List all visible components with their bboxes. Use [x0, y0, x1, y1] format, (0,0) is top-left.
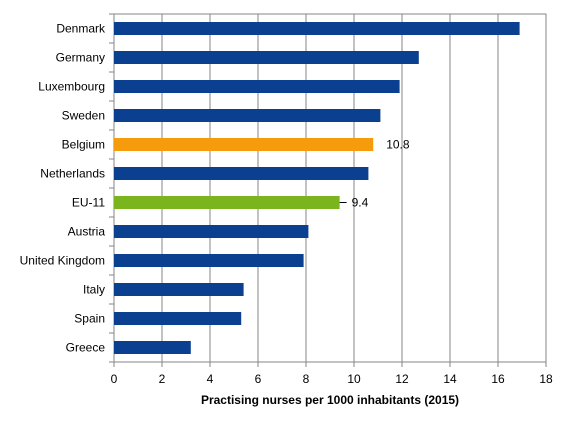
- bar: [114, 341, 191, 354]
- x-tick-label: 14: [443, 372, 457, 386]
- gridlines: [113, 14, 547, 367]
- bar: [114, 22, 520, 35]
- category-label: Luxembourg: [38, 80, 105, 94]
- category-label: Italy: [83, 283, 105, 297]
- x-tick-label: 8: [303, 372, 310, 386]
- category-label: Sweden: [62, 109, 105, 123]
- bars: [109, 13, 520, 363]
- category-label: Spain: [74, 312, 105, 326]
- x-tick-label: 18: [539, 372, 553, 386]
- x-tick-label: 4: [207, 372, 214, 386]
- category-label: Germany: [56, 51, 105, 65]
- value-axis-tick-labels: 0 2 4 6 8 10 12 14 16 18: [111, 372, 553, 386]
- x-tick-label: 2: [159, 372, 166, 386]
- data-label: 9.4: [352, 196, 369, 210]
- bar: [114, 254, 304, 267]
- category-label: EU-11: [72, 196, 105, 210]
- category-label: Belgium: [62, 138, 105, 152]
- x-tick-label: 12: [395, 372, 409, 386]
- bar: [114, 51, 419, 64]
- bar: [114, 312, 242, 325]
- plot-area: [113, 13, 547, 363]
- x-tick-label: 6: [255, 372, 262, 386]
- data-label: 10.8: [386, 138, 410, 152]
- category-label: Netherlands: [40, 167, 105, 181]
- category-label: United Kingdom: [20, 254, 105, 268]
- bar: [114, 196, 340, 209]
- category-label: Greece: [66, 341, 106, 355]
- bar: [114, 138, 374, 151]
- category-label: Austria: [68, 225, 106, 239]
- x-axis-title: Practising nurses per 1000 inhabitants (…: [201, 393, 459, 407]
- bar: [114, 283, 244, 296]
- x-tick-label: 0: [111, 372, 118, 386]
- x-tick-label: 16: [491, 372, 505, 386]
- data-labels: 10.8 9.4: [352, 138, 410, 210]
- bar: [114, 80, 400, 93]
- bar: [114, 167, 369, 180]
- category-axis-labels: Denmark Germany Luxembourg Sweden Belgium Net…: [20, 22, 106, 355]
- category-label: Denmark: [56, 22, 106, 36]
- bar: [114, 225, 309, 238]
- x-tick-label: 10: [347, 372, 361, 386]
- bar: [114, 109, 381, 122]
